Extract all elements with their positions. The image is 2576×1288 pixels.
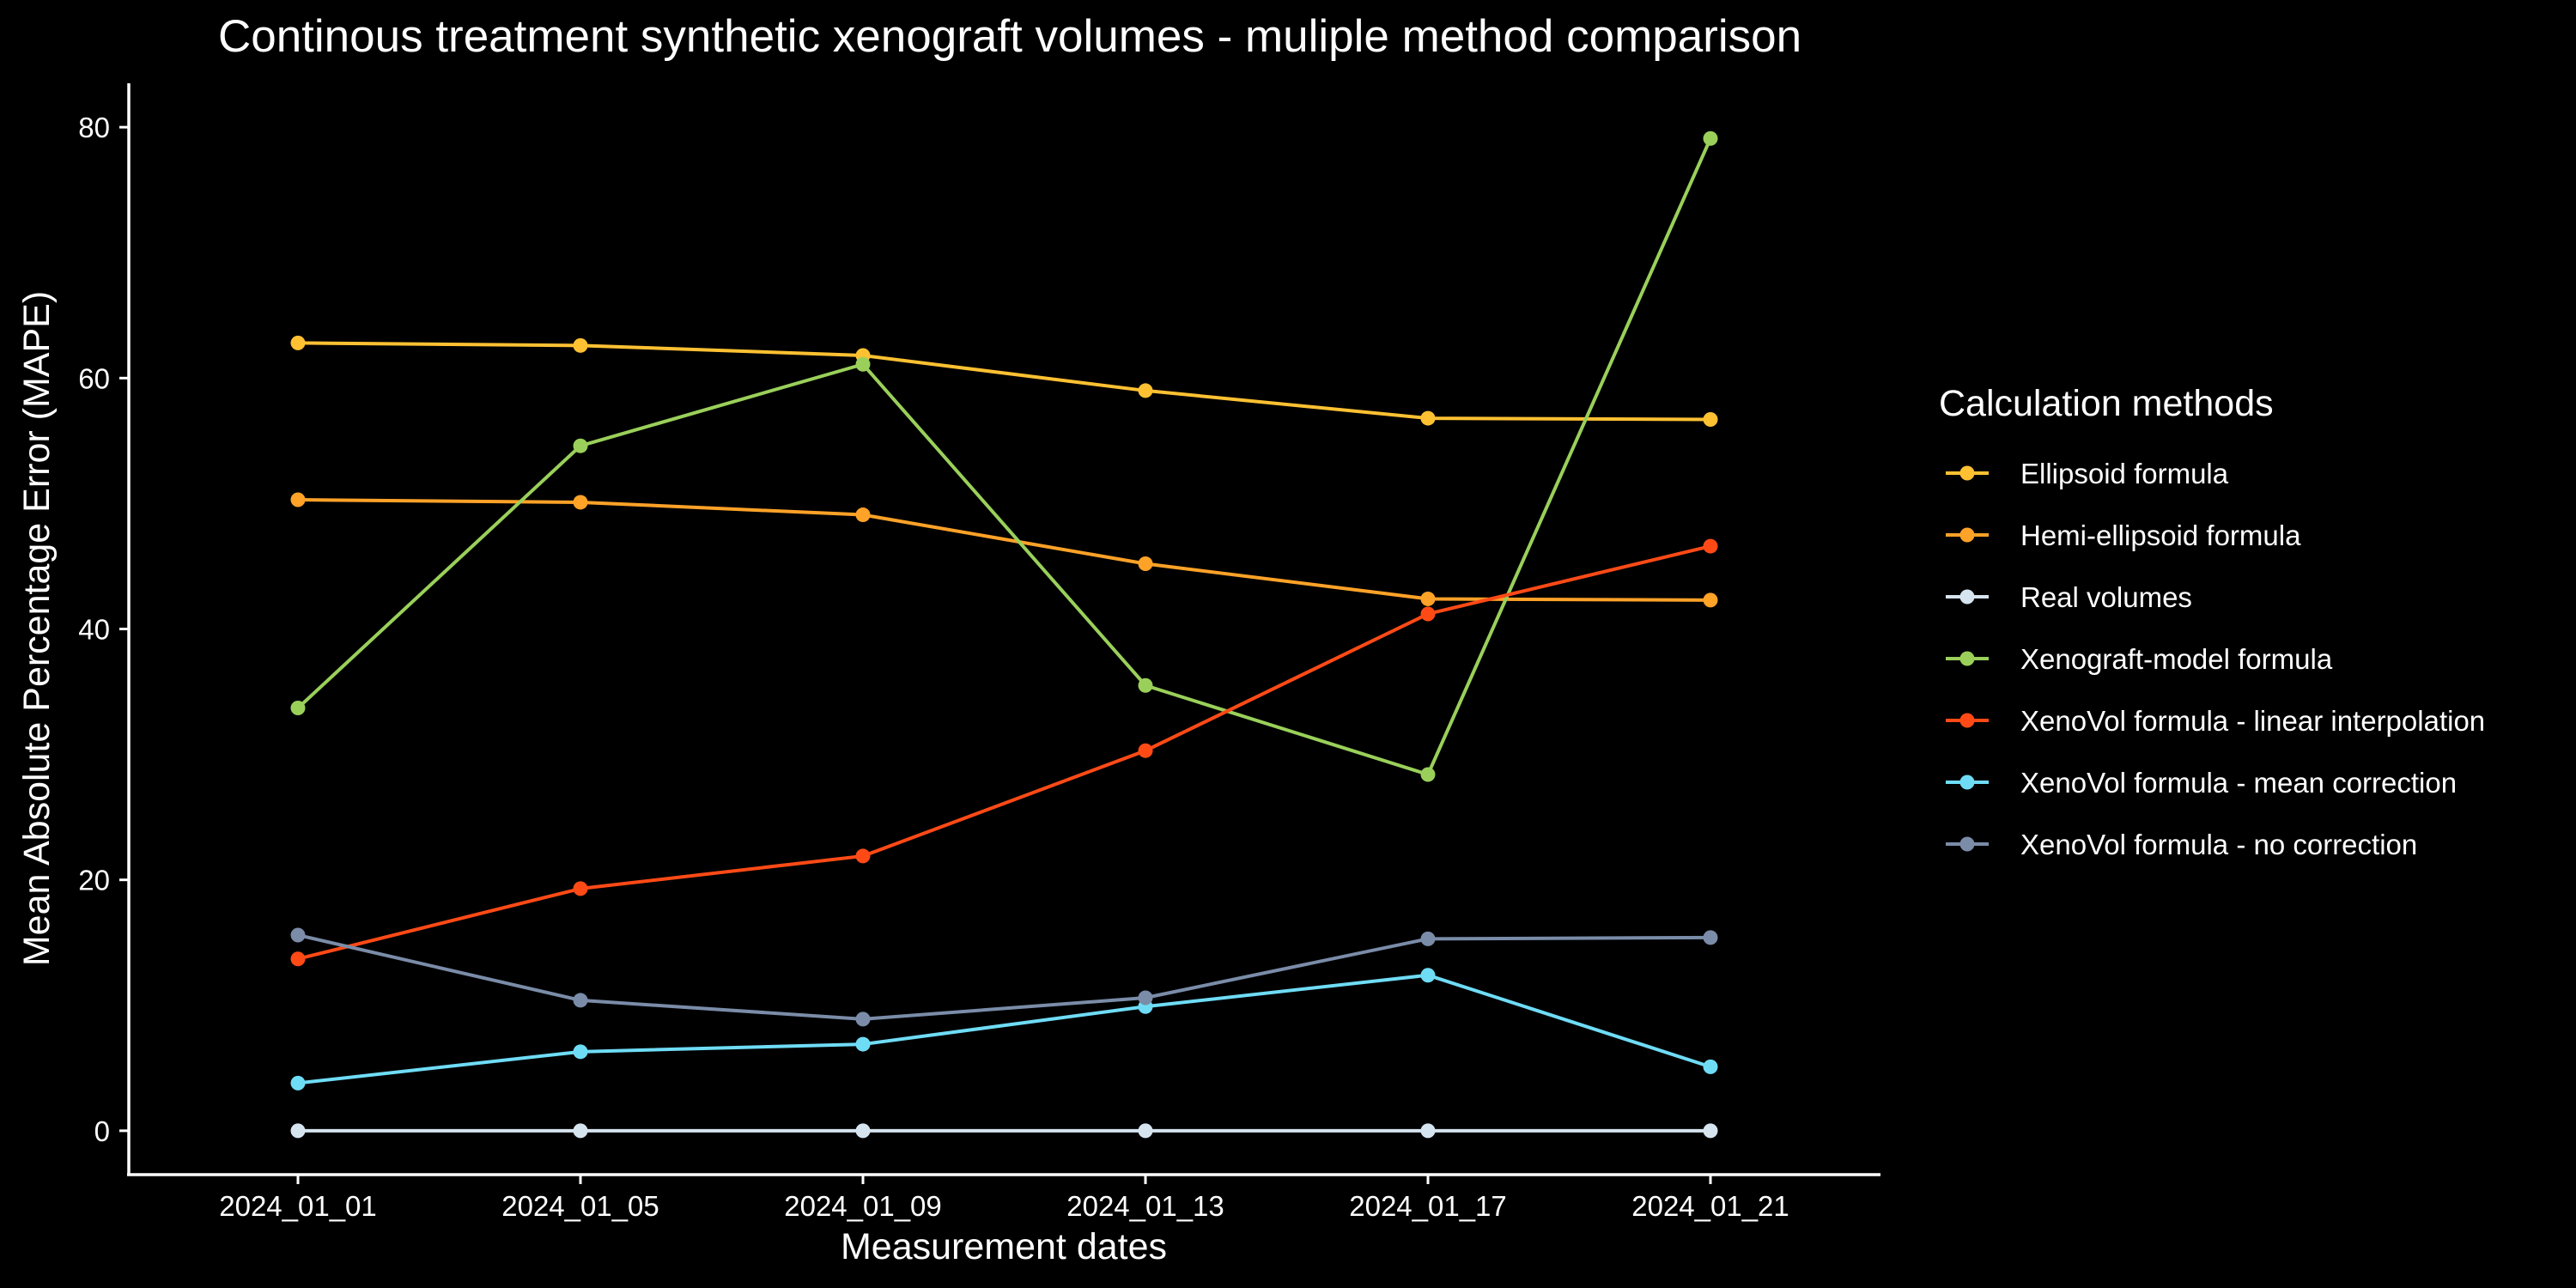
series-3 <box>290 131 1718 782</box>
legend-item: Real volumes <box>1946 581 2192 613</box>
chart-title: Continous treatment synthetic xenograft … <box>218 11 1801 62</box>
data-point <box>1703 131 1718 146</box>
data-point <box>1703 538 1718 554</box>
y-tick-label: 0 <box>94 1115 110 1147</box>
data-point <box>1138 1123 1153 1139</box>
legend-item: XenoVol formula - no correction <box>1946 829 2417 860</box>
legend-key-point <box>1959 465 1975 481</box>
data-point <box>855 1123 871 1139</box>
legend-item: Ellipsoid formula <box>1946 458 2229 489</box>
data-point <box>1420 767 1436 782</box>
legend-label: XenoVol formula - linear interpolation <box>2020 705 2485 737</box>
data-point <box>1420 606 1436 622</box>
y-tick-label: 40 <box>78 614 110 646</box>
legend-item: Hemi-ellipsoid formula <box>1946 519 2301 551</box>
data-point <box>290 492 306 507</box>
y-tick-label: 20 <box>78 865 110 896</box>
legend-item: XenoVol formula - linear interpolation <box>1946 705 2485 737</box>
y-axis-ticks: 0 20 40 60 80 <box>78 112 129 1147</box>
data-point <box>573 337 588 353</box>
data-point <box>290 335 306 350</box>
data-point <box>573 993 588 1008</box>
data-point <box>290 927 306 943</box>
data-point <box>1138 990 1153 1005</box>
x-tick-label: 2024_01_09 <box>784 1190 942 1222</box>
data-point <box>1703 1059 1718 1074</box>
data-point <box>290 951 306 967</box>
data-point <box>1420 1123 1436 1139</box>
data-point <box>1420 591 1436 606</box>
data-point <box>1703 1123 1718 1139</box>
data-point <box>573 1044 588 1060</box>
series-0 <box>290 335 1718 428</box>
data-point <box>855 848 871 864</box>
data-point <box>1420 968 1436 983</box>
legend-label: XenoVol formula - mean correction <box>2020 767 2457 799</box>
x-axis-ticks: 2024_01_01 2024_01_05 2024_01_09 2024_01_13… <box>219 1175 1789 1222</box>
legend-key-point <box>1959 651 1975 666</box>
series-line <box>296 137 1712 776</box>
series-1 <box>290 492 1718 608</box>
legend: Calculation methods Ellipsoid formula Hem… <box>1939 383 2485 860</box>
data-point <box>573 881 588 896</box>
data-point <box>1138 677 1153 693</box>
y-axis-title: Mean Absolute Percentage Error (MAPE) <box>16 291 58 966</box>
legend-item: XenoVol formula - mean correction <box>1946 767 2457 799</box>
data-point <box>573 438 588 453</box>
data-point <box>1703 930 1718 945</box>
series-line <box>296 933 1712 1021</box>
y-tick-label: 60 <box>78 362 110 394</box>
series-6 <box>290 927 1718 1027</box>
data-point <box>855 356 871 372</box>
data-point <box>855 507 871 523</box>
legend-label: Real volumes <box>2020 581 2192 613</box>
data-point <box>1138 743 1153 758</box>
data-point <box>290 1075 306 1091</box>
data-point <box>1703 412 1718 428</box>
series-line <box>296 498 1712 602</box>
data-point <box>1138 383 1153 398</box>
legend-key-point <box>1959 527 1975 543</box>
legend-key-point <box>1959 836 1975 852</box>
x-tick-label: 2024_01_01 <box>219 1190 377 1222</box>
data-point <box>290 1123 306 1139</box>
legend-item: Xenograft-model formula <box>1946 643 2333 675</box>
series-4 <box>290 538 1718 967</box>
legend-label: XenoVol formula - no correction <box>2020 829 2417 860</box>
x-tick-label: 2024_01_21 <box>1631 1190 1789 1222</box>
x-tick-label: 2024_01_05 <box>501 1190 659 1222</box>
data-point <box>1703 592 1718 608</box>
series-line <box>296 341 1712 422</box>
legend-key-point <box>1959 713 1975 728</box>
x-axis-title: Measurement dates <box>841 1226 1167 1267</box>
legend-label: Xenograft-model formula <box>2020 643 2333 675</box>
y-tick-label: 80 <box>78 112 110 143</box>
data-point <box>1138 556 1153 572</box>
legend-key-point <box>1959 775 1975 790</box>
series-line <box>296 973 1712 1085</box>
legend-title: Calculation methods <box>1939 383 2274 424</box>
x-tick-label: 2024_01_17 <box>1349 1190 1507 1222</box>
series-line <box>296 544 1712 961</box>
data-point <box>855 1012 871 1027</box>
x-tick-label: 2024_01_13 <box>1066 1190 1224 1222</box>
legend-key-point <box>1959 589 1975 605</box>
plot-series <box>290 131 1718 1139</box>
data-point <box>1420 931 1436 946</box>
legend-items: Ellipsoid formula Hemi-ellipsoid formula R… <box>1946 458 2485 860</box>
data-point <box>573 1123 588 1139</box>
data-point <box>573 495 588 510</box>
legend-label: Ellipsoid formula <box>2020 458 2229 489</box>
series-2 <box>290 1123 1718 1139</box>
data-point <box>290 701 306 716</box>
data-point <box>855 1036 871 1052</box>
series-5 <box>290 968 1718 1091</box>
legend-label: Hemi-ellipsoid formula <box>2020 519 2301 551</box>
data-point <box>1420 410 1436 426</box>
